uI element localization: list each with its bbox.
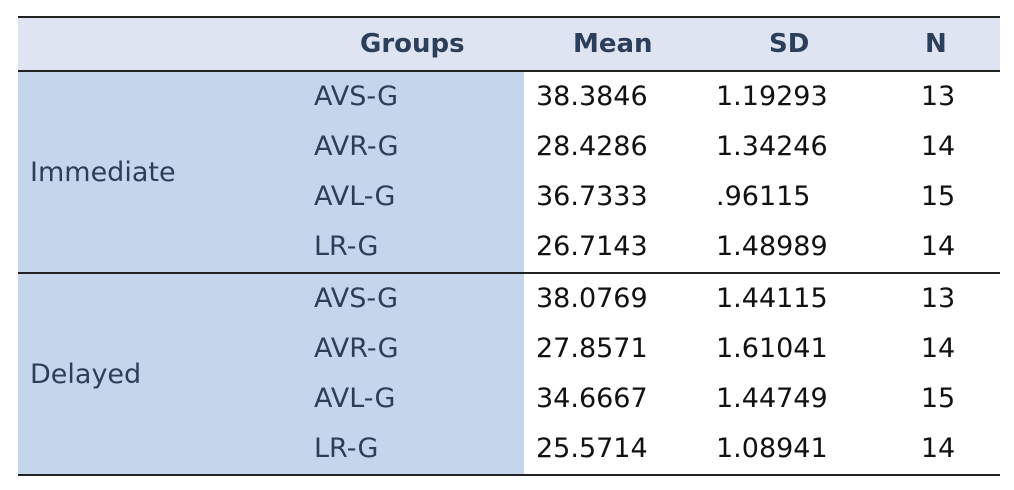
cell-mean: 38.0769: [536, 283, 648, 314]
cell-n: 13: [920, 283, 956, 314]
cell-group: LR-G: [314, 231, 379, 262]
cell-sd: 1.48989: [716, 231, 828, 262]
table-row: AVR-G 27.8571 1.61041 14: [18, 324, 1000, 374]
cell-sd: 1.34246: [716, 131, 828, 162]
cell-mean: 27.8571: [536, 333, 648, 364]
statistics-table: Groups Mean SD N Immediate AVS-G 38.3846…: [18, 16, 1000, 476]
cell-n: 14: [920, 333, 956, 364]
cell-n: 13: [920, 81, 956, 112]
label-column-shade: [18, 72, 524, 272]
cell-sd: 1.08941: [716, 433, 828, 464]
cell-group: LR-G: [314, 433, 379, 464]
cell-mean: 28.4286: [536, 131, 648, 162]
table-header-row: Groups Mean SD N: [18, 18, 1000, 72]
section-label: Delayed: [30, 358, 142, 390]
cell-mean: 36.7333: [536, 181, 648, 212]
cell-n: 14: [920, 433, 956, 464]
cell-group: AVS-G: [314, 283, 399, 314]
cell-n: 14: [920, 131, 956, 162]
cell-mean: 25.5714: [536, 433, 648, 464]
cell-group: AVS-G: [314, 81, 399, 112]
table-row: AVR-G 28.4286 1.34246 14: [18, 122, 1000, 172]
table-row: AVS-G 38.0769 1.44115 13: [18, 274, 1000, 324]
table-row: LR-G 25.5714 1.08941 14: [18, 424, 1000, 474]
cell-sd: 1.19293: [716, 81, 828, 112]
header-groups: Groups: [360, 29, 465, 59]
section-delayed: Delayed AVS-G 38.0769 1.44115 13 AVR-G 2…: [18, 272, 1000, 474]
cell-group: AVL-G: [314, 383, 396, 414]
cell-group: AVR-G: [314, 131, 399, 162]
table-row: AVS-G 38.3846 1.19293 13: [18, 72, 1000, 122]
cell-group: AVL-G: [314, 181, 396, 212]
header-mean: Mean: [573, 29, 653, 59]
table-row: LR-G 26.7143 1.48989 14: [18, 222, 1000, 272]
cell-n: 15: [920, 181, 956, 212]
cell-sd: 1.44115: [716, 283, 828, 314]
cell-n: 14: [920, 231, 956, 262]
cell-mean: 34.6667: [536, 383, 648, 414]
cell-sd: 1.61041: [716, 333, 828, 364]
cell-mean: 26.7143: [536, 231, 648, 262]
cell-mean: 38.3846: [536, 81, 648, 112]
cell-n: 15: [920, 383, 956, 414]
section-label: Immediate: [30, 156, 176, 188]
table-row: AVL-G 34.6667 1.44749 15: [18, 374, 1000, 424]
header-n: N: [925, 29, 947, 59]
header-sd: SD: [769, 29, 810, 59]
cell-sd: 1.44749: [716, 383, 828, 414]
label-column-shade: [18, 274, 524, 474]
cell-sd: .96115: [716, 181, 811, 212]
cell-group: AVR-G: [314, 333, 399, 364]
section-immediate: Immediate AVS-G 38.3846 1.19293 13 AVR-G…: [18, 72, 1000, 272]
table-row: AVL-G 36.7333 .96115 15: [18, 172, 1000, 222]
